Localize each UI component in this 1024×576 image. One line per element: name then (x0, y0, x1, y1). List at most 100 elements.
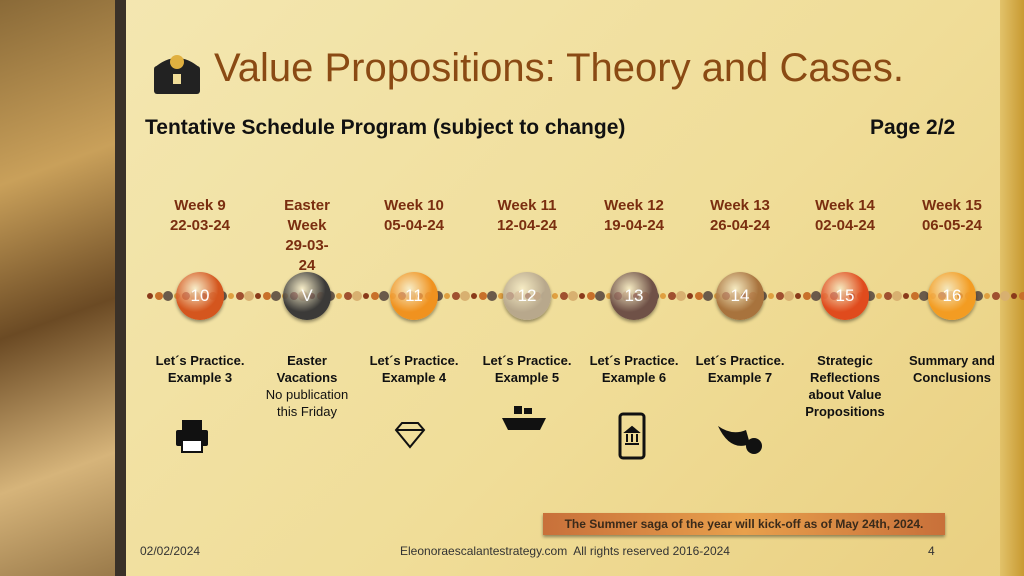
divider-bar (115, 0, 126, 576)
week-date: 05-04-24 (383, 217, 445, 234)
right-edge (1000, 0, 1024, 576)
bead (336, 293, 342, 299)
bead (687, 293, 693, 299)
bead (147, 293, 153, 299)
description-text: Let´s Practice. Example 4 (369, 353, 459, 385)
ship-icon (502, 406, 546, 430)
bead (919, 291, 929, 301)
cornucopia-icon (718, 426, 762, 454)
description-note: No publication this Friday (265, 387, 349, 419)
week-heading: Week 11 12-04-24 (477, 196, 577, 236)
week-badge: 10 (176, 272, 224, 320)
description-text: Let´s Practice. Example 5 (482, 353, 572, 385)
bead (255, 293, 261, 299)
week-description: Let´s Practice. Example 7 (688, 352, 792, 386)
week-name: Week 11 (497, 197, 557, 214)
week-name: Week 10 (384, 197, 444, 214)
description-text: Strategic Reflections about Value Propos… (805, 353, 885, 419)
week-name: Week 15 (922, 197, 982, 214)
footer-number: 4 (928, 544, 935, 558)
bead (487, 291, 497, 301)
bead (363, 293, 369, 299)
diamond-icon (394, 422, 426, 449)
bead (660, 293, 666, 299)
week-heading: Week 15 06-05-24 (902, 196, 1002, 236)
bead (803, 292, 811, 300)
printer-icon (176, 420, 208, 453)
bead (903, 293, 909, 299)
bead (676, 291, 686, 301)
bead (992, 292, 1000, 300)
bead (452, 292, 460, 300)
bead (776, 292, 784, 300)
week-description: Let´s Practice. Example 6 (582, 352, 686, 386)
subtitle: Tentative Schedule Program (subject to c… (145, 116, 626, 139)
page-label: Page 2/2 (870, 116, 956, 139)
bead (471, 293, 477, 299)
week-date: 12-04-24 (496, 217, 558, 234)
bead (1000, 291, 1010, 301)
bead (984, 293, 990, 299)
bead (795, 293, 801, 299)
week-badge: 14 (716, 272, 764, 320)
week-badge: 12 (503, 272, 551, 320)
bead (668, 292, 676, 300)
week-heading: Week 13 26-04-24 (690, 196, 790, 236)
tiger-image (0, 0, 115, 576)
week-name: Week 9 (174, 197, 226, 214)
footer-date: 02/02/2024 (140, 544, 201, 558)
bead (1011, 293, 1017, 299)
description-text: Easter Vacations (276, 353, 338, 385)
chest-icon (154, 55, 200, 94)
bead (228, 293, 234, 299)
week-description: Easter Vacations No publication this Frid… (255, 352, 359, 420)
footer-site: Eleonoraescalantestrategy.com All rights… (400, 544, 730, 558)
phone-icon (618, 412, 646, 460)
bead (444, 293, 450, 299)
week-name: Week 13 (710, 197, 770, 214)
title: Value Propositions: Theory and Cases. (214, 46, 905, 90)
bead (784, 291, 794, 301)
bead (911, 292, 919, 300)
week-date: 26-04-24 (709, 217, 771, 234)
week-heading: Week 12 19-04-24 (584, 196, 684, 236)
week-date: 06-05-24 (921, 217, 983, 234)
week-badge: 16 (928, 272, 976, 320)
week-date: 19-04-24 (603, 217, 665, 234)
week-heading: Week 10 05-04-24 (364, 196, 464, 236)
bead (479, 292, 487, 300)
week-description: Let´s Practice. Example 4 (362, 352, 466, 386)
bead (552, 293, 558, 299)
bead (155, 292, 163, 300)
description-text: Let´s Practice. Example 3 (155, 353, 245, 385)
bead (352, 291, 362, 301)
bead (371, 292, 379, 300)
bead (595, 291, 605, 301)
week-badge: 13 (610, 272, 658, 320)
week-description: Summary and Conclusions (900, 352, 1004, 386)
bead (244, 291, 254, 301)
bead (1019, 292, 1024, 300)
bead (811, 291, 821, 301)
bead (263, 292, 271, 300)
description-text: Let´s Practice. Example 7 (695, 353, 785, 385)
bead (579, 293, 585, 299)
week-description: Strategic Reflections about Value Propos… (793, 352, 897, 420)
week-heading: Week 14 02-04-24 (795, 196, 895, 236)
bead (768, 293, 774, 299)
week-date: 02-04-24 (814, 217, 876, 234)
bead (568, 291, 578, 301)
week-badge: 11 (390, 272, 438, 320)
week-name: Week 12 (604, 197, 664, 214)
bead (587, 292, 595, 300)
week-date: 29-03-24 (285, 237, 329, 274)
description-text: Summary and Conclusions (909, 353, 995, 385)
bead (560, 292, 568, 300)
bead (460, 291, 470, 301)
week-name: Easter Week (284, 197, 330, 234)
bead (379, 291, 389, 301)
week-badge: V (283, 272, 331, 320)
banner: The Summer saga of the year will kick-of… (543, 513, 945, 535)
week-badge: 15 (821, 272, 869, 320)
